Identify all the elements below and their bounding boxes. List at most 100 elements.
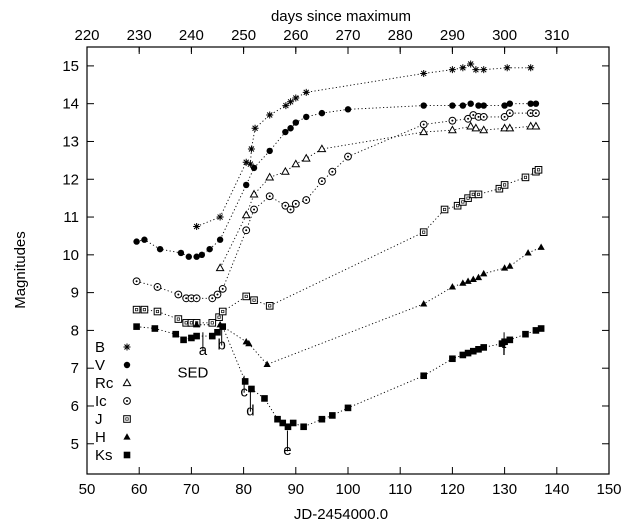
data-point — [531, 121, 541, 130]
data-point — [480, 269, 488, 277]
series-line-v — [136, 103, 536, 258]
data-point — [292, 94, 300, 102]
data-point — [266, 147, 273, 155]
legend-label: Ks — [95, 447, 113, 464]
data-point — [279, 419, 287, 427]
data-point — [132, 277, 141, 286]
legend-marker — [123, 343, 131, 351]
data-point — [133, 323, 140, 330]
y-tick-label: 7 — [71, 360, 79, 377]
legend-label: Rc — [95, 375, 114, 392]
data-point — [218, 284, 227, 293]
top-axis-label: days since maximum — [271, 8, 411, 25]
x-tick-label: 50 — [79, 481, 96, 498]
data-point — [474, 273, 483, 281]
data-point — [281, 201, 290, 210]
data-point — [241, 210, 251, 219]
data-point — [317, 144, 327, 153]
data-point — [471, 123, 481, 132]
series-b — [193, 60, 535, 230]
data-point — [284, 423, 292, 431]
data-point — [505, 109, 514, 118]
data-point — [263, 360, 271, 368]
data-point — [250, 205, 258, 214]
series-j — [132, 166, 543, 327]
data-point — [459, 351, 467, 359]
data-point — [501, 338, 508, 346]
data-point — [475, 346, 482, 353]
data-point — [500, 123, 510, 132]
data-point — [213, 290, 222, 299]
series-line-ic — [136, 112, 536, 299]
x2-tick-label: 260 — [283, 27, 308, 44]
data-point — [329, 412, 336, 419]
data-point — [302, 196, 311, 204]
data-point — [193, 253, 200, 260]
data-point — [303, 113, 310, 121]
data-point — [300, 423, 307, 431]
series-ic — [132, 109, 540, 303]
data-point — [318, 177, 326, 186]
data-point — [133, 238, 140, 245]
legend-marker — [123, 415, 131, 423]
data-point — [474, 190, 483, 199]
data-point — [459, 279, 467, 286]
data-point — [532, 100, 540, 107]
data-point — [261, 395, 268, 402]
data-point — [448, 66, 456, 74]
data-point — [219, 323, 227, 330]
data-point — [500, 181, 509, 189]
data-point — [188, 334, 195, 342]
legend-label: B — [95, 339, 105, 356]
legend-label: H — [95, 429, 106, 446]
data-point — [216, 236, 224, 243]
data-point — [156, 245, 164, 253]
legend-marker — [122, 378, 132, 387]
data-point — [249, 189, 259, 198]
data-point — [192, 294, 201, 303]
data-point — [506, 100, 514, 107]
data-point — [265, 302, 274, 310]
data-point — [291, 199, 300, 208]
data-point — [522, 330, 529, 338]
data-point — [185, 253, 192, 260]
data-point — [153, 283, 162, 291]
x-tick-label: 140 — [544, 481, 569, 498]
data-point — [242, 158, 250, 166]
legend-label: Ic — [95, 393, 107, 410]
data-point — [506, 336, 514, 344]
data-point — [292, 119, 299, 126]
data-point — [177, 249, 185, 257]
data-point — [506, 262, 514, 269]
legend-marker — [123, 397, 131, 405]
y-tick-label: 15 — [62, 58, 79, 75]
data-point — [479, 125, 489, 134]
data-point — [214, 328, 221, 336]
legend-label: V — [95, 357, 105, 374]
legend-label: J — [95, 411, 103, 428]
data-point — [420, 69, 428, 77]
data-point — [344, 106, 352, 113]
data-point — [287, 125, 294, 132]
x-tick-label: 100 — [335, 481, 360, 498]
data-point — [467, 100, 474, 107]
data-point — [242, 226, 251, 235]
data-point — [318, 415, 326, 423]
data-point — [459, 102, 467, 109]
data-point — [153, 307, 162, 316]
x-tick-label: 90 — [287, 481, 304, 498]
data-point — [419, 120, 428, 129]
data-point — [216, 213, 224, 221]
data-point — [218, 307, 227, 316]
data-point — [198, 251, 206, 259]
data-point — [248, 385, 255, 393]
y-tick-label: 12 — [62, 171, 79, 188]
data-point — [459, 64, 467, 72]
data-point — [501, 102, 508, 109]
x-tick-label: 80 — [235, 481, 252, 498]
data-point — [344, 152, 352, 161]
data-point — [527, 64, 535, 72]
data-point — [282, 102, 290, 110]
